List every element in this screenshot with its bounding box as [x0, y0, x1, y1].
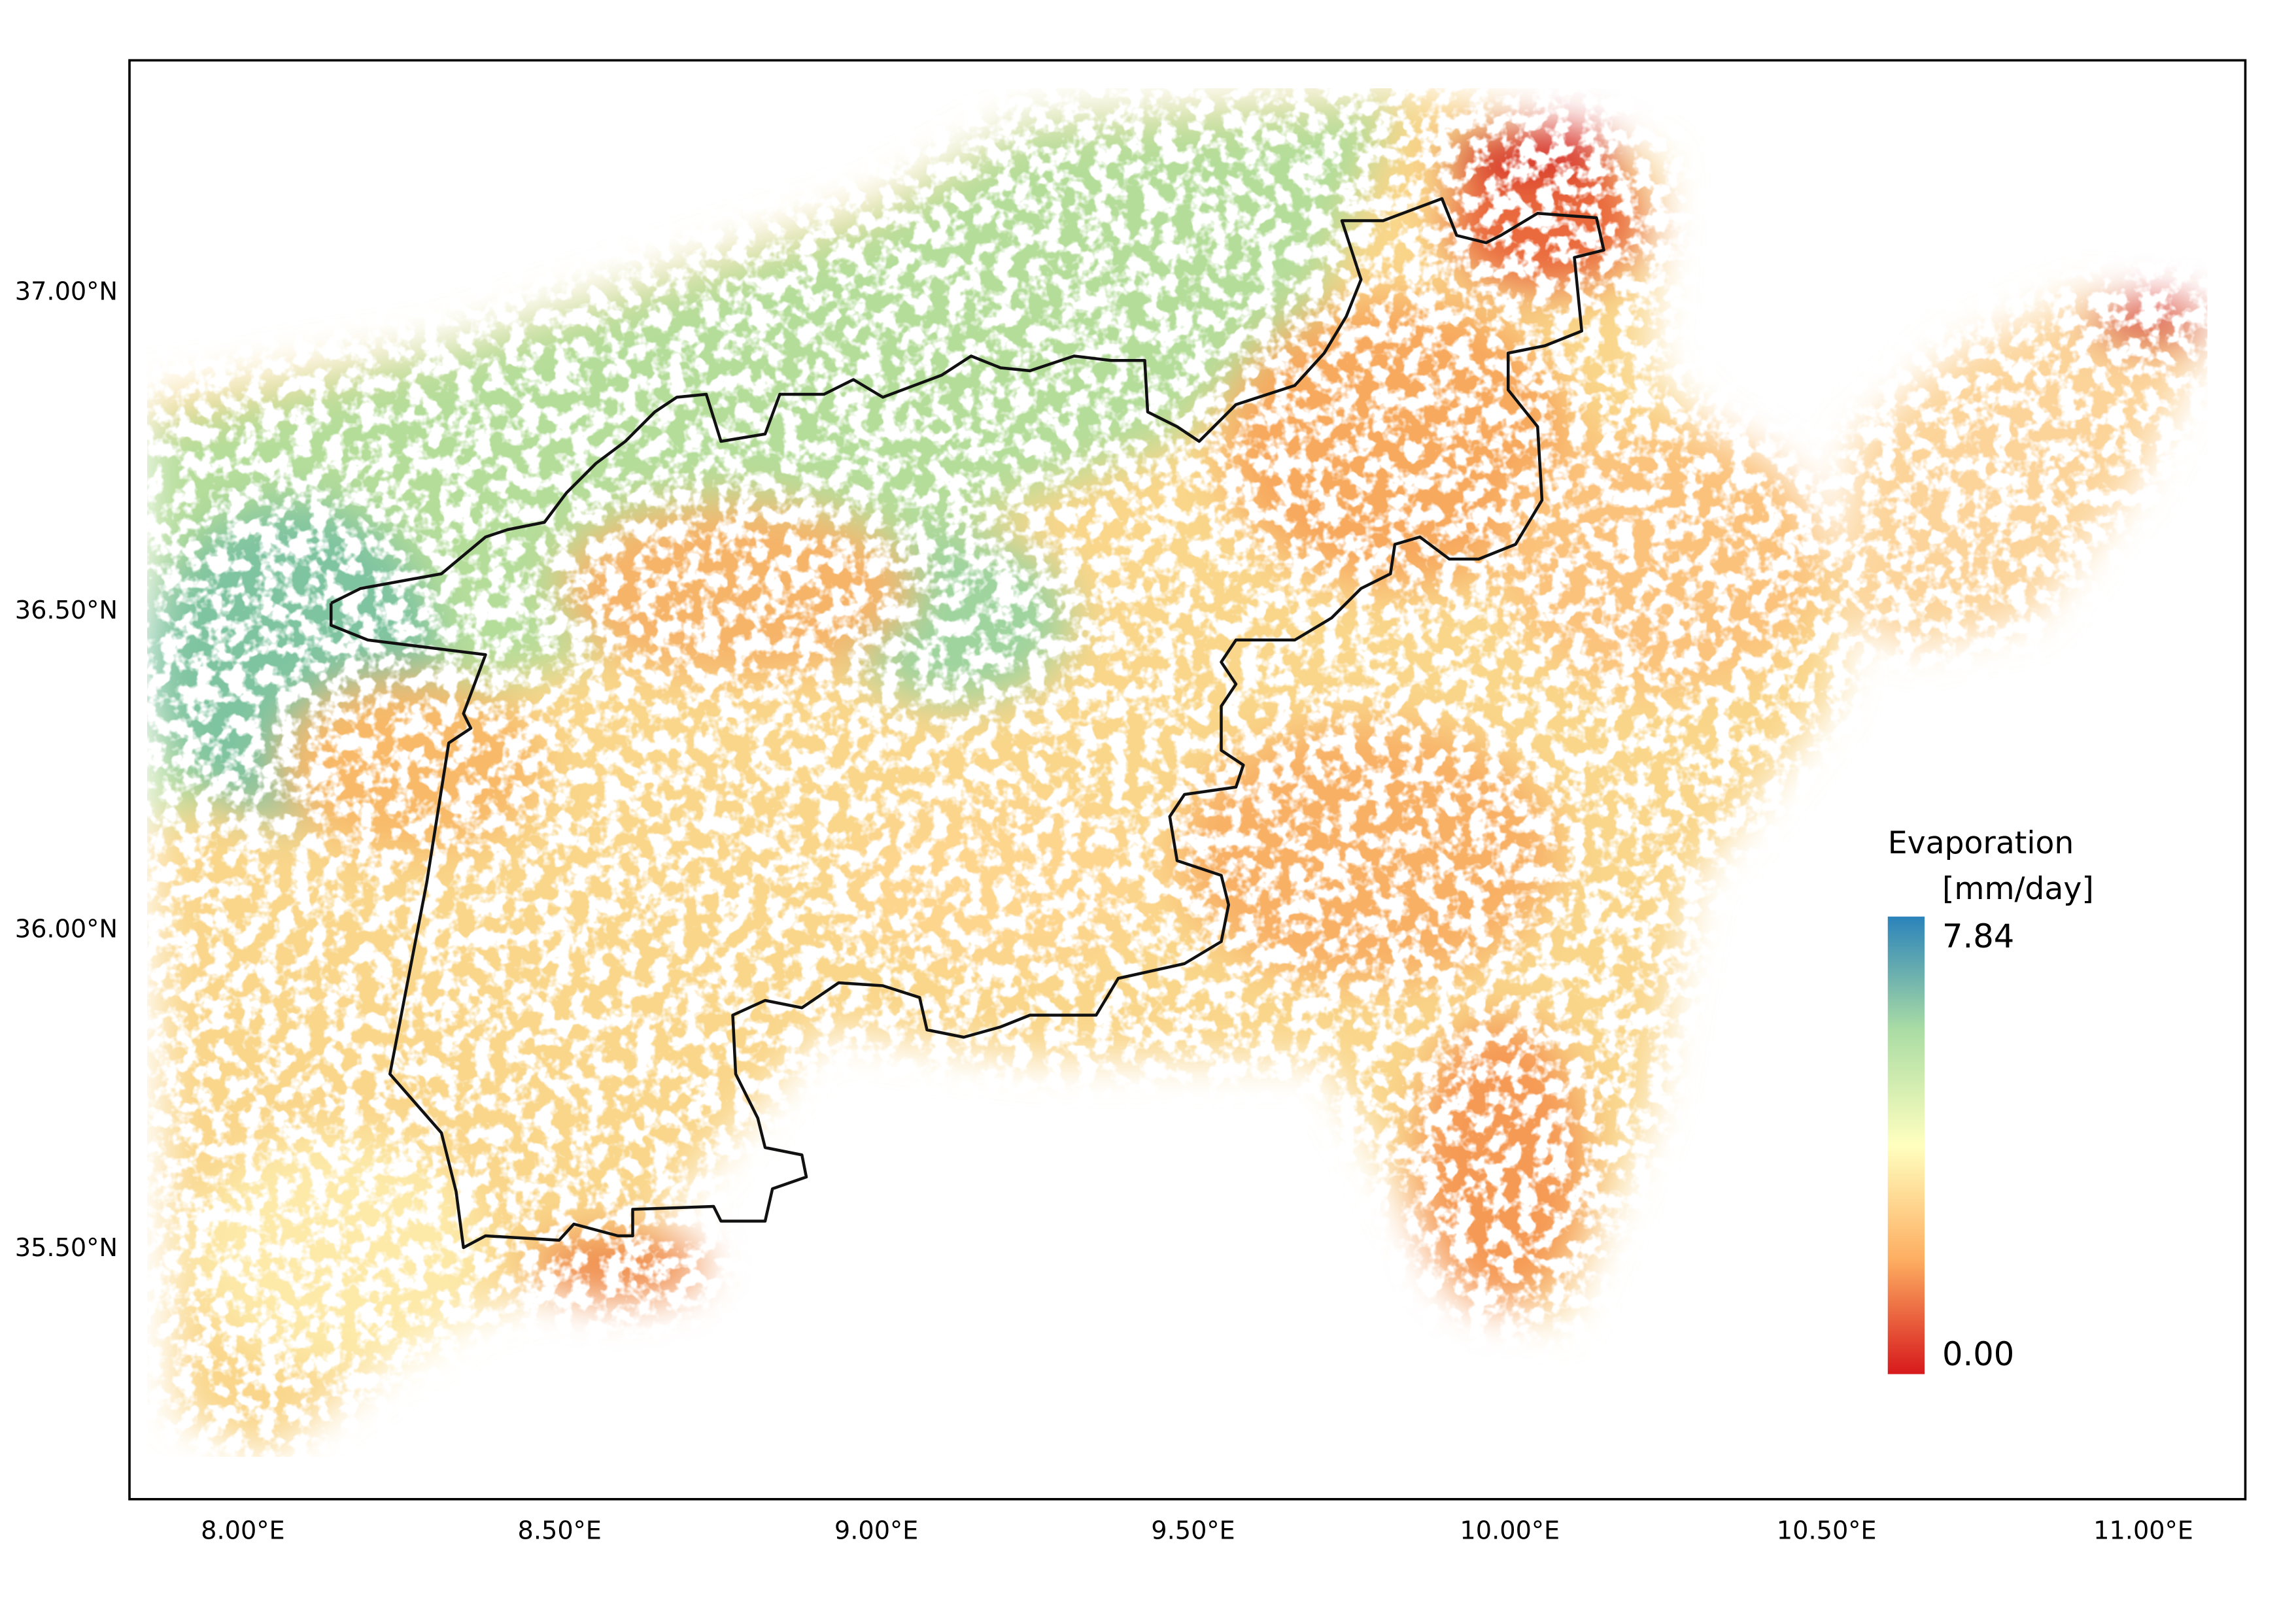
colorbar-title: Evaporation	[1888, 825, 2074, 861]
y-tick-label: 36.00°N	[15, 915, 118, 944]
map-frame	[128, 59, 2247, 1501]
colorbar-tick-label: 0.00	[1942, 1335, 2014, 1373]
evaporation-raster	[147, 88, 2208, 1457]
boundary	[330, 197, 1605, 1250]
y-tick-label: 36.50°N	[15, 596, 118, 625]
colorbar-unit: [mm/day]	[1942, 871, 2094, 907]
x-tick-label: 9.00°E	[834, 1516, 918, 1546]
x-tick-label: 11.00°E	[2093, 1516, 2193, 1546]
y-tick-label: 35.50°N	[15, 1233, 118, 1263]
x-tick-label: 8.50°E	[518, 1516, 602, 1546]
x-tick-label: 8.00°E	[201, 1516, 284, 1546]
colorbar-tick-label: 7.84	[1942, 917, 2014, 955]
x-tick-label: 9.50°E	[1151, 1516, 1235, 1546]
y-tick-label: 37.00°N	[15, 277, 118, 307]
x-tick-label: 10.50°E	[1777, 1516, 1877, 1546]
colorbar	[1887, 916, 1925, 1374]
x-tick-label: 10.00°E	[1460, 1516, 1560, 1546]
